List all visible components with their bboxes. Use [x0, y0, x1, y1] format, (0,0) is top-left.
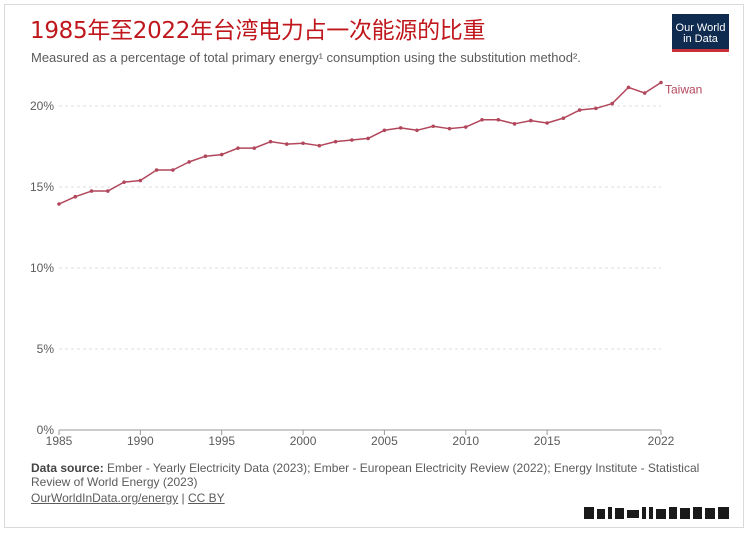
data-point — [89, 189, 94, 193]
data-point — [642, 91, 647, 95]
owid-logo[interactable]: Our World in Data — [672, 14, 729, 52]
data-point — [382, 128, 387, 133]
data-point — [252, 146, 257, 150]
data-point — [398, 126, 403, 130]
data-point — [415, 128, 419, 133]
chart-title: 1985年至2022年台湾电力占一次能源的比重 — [30, 18, 486, 44]
data-point — [610, 101, 614, 106]
data-point — [284, 142, 289, 146]
x-tick-label: 2000 — [290, 434, 317, 448]
data-point — [545, 121, 549, 125]
data-point — [659, 80, 663, 85]
data-point — [431, 124, 436, 129]
data-source: Data source: Ember - Yearly Electricity … — [31, 461, 711, 489]
logo-line-2: in Data — [683, 33, 718, 45]
data-point — [577, 108, 582, 112]
y-tick-label: 15% — [30, 180, 54, 194]
data-point — [187, 160, 191, 164]
chart-subtitle: Measured as a percentage of total primar… — [31, 50, 581, 65]
data-point — [480, 117, 484, 122]
data-point — [219, 152, 224, 157]
x-tick-label: 2005 — [371, 434, 398, 448]
data-point — [447, 126, 452, 131]
series-line-taiwan — [58, 81, 662, 205]
series-label-taiwan: Taiwan — [665, 83, 702, 97]
link-separator: | — [181, 491, 185, 505]
data-point — [57, 202, 61, 206]
license-link[interactable]: CC BY — [188, 491, 225, 505]
data-point — [594, 106, 598, 111]
data-source-text: Ember - Yearly Electricity Data (2023); … — [31, 461, 700, 489]
x-tick-label: 1985 — [46, 434, 73, 448]
data-point — [203, 154, 208, 159]
logo-line-1: Our World — [675, 22, 726, 34]
owid-energy-link[interactable]: OurWorldInData.org/energy — [31, 491, 179, 505]
data-point — [512, 122, 517, 126]
data-point — [529, 118, 533, 123]
data-point — [154, 168, 159, 172]
data-point — [236, 146, 240, 150]
data-point — [626, 85, 631, 90]
footer-links: OurWorldInData.org/energy | CC BY — [31, 491, 225, 505]
y-tick-label: 20% — [30, 99, 54, 113]
y-tick-label: 5% — [37, 342, 55, 356]
y-tick-label: 10% — [30, 261, 54, 275]
data-point — [171, 168, 175, 172]
x-tick-label: 2022 — [648, 434, 675, 448]
data-point — [317, 143, 322, 148]
data-point — [301, 141, 305, 146]
data-point — [561, 116, 566, 120]
x-tick-label: 1995 — [208, 434, 235, 448]
data-point — [268, 139, 273, 144]
x-tick-label: 2010 — [452, 434, 479, 448]
data-point — [73, 194, 78, 199]
y-tick-label: 0% — [37, 423, 55, 437]
watermark-stamp — [582, 505, 732, 521]
data-point — [333, 139, 338, 144]
data-point — [496, 117, 501, 122]
x-tick-label: 1990 — [127, 434, 154, 448]
data-point — [138, 178, 143, 183]
data-point — [106, 189, 110, 193]
data-point — [366, 136, 370, 141]
data-point — [350, 138, 354, 142]
x-tick-label: 2015 — [534, 434, 561, 448]
data-point — [122, 180, 126, 184]
data-point — [463, 125, 468, 129]
data-source-label: Data source: — [31, 461, 104, 475]
chart-frame — [4, 4, 744, 528]
